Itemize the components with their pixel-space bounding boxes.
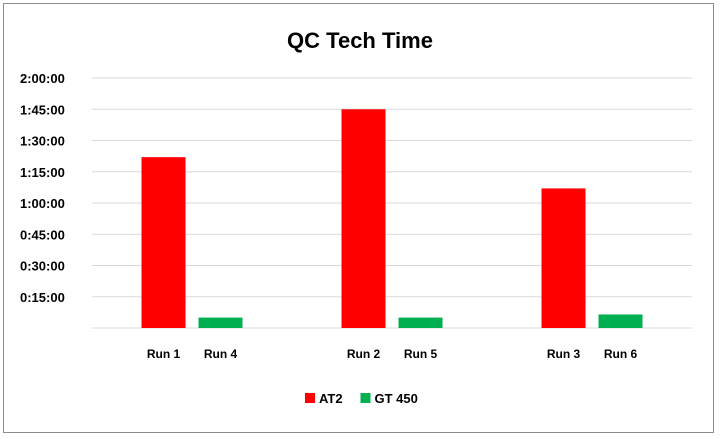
category-labels: Run 1 Run 4 Run 2 Run 5 Run 3 Run 6 — [147, 347, 638, 361]
gridlines — [92, 77, 692, 329]
x-category-label: Run 1 — [147, 347, 181, 361]
bar-run-4 — [198, 317, 243, 328]
chart-title: QC Tech Time — [287, 28, 433, 53]
legend-swatch — [305, 393, 315, 403]
x-category-label: Run 5 — [404, 347, 438, 361]
bar-run-6 — [598, 314, 643, 328]
legend: AT2 GT 450 — [305, 391, 418, 406]
legend-label: GT 450 — [375, 391, 418, 406]
y-tick-label: 1:45:00 — [20, 102, 65, 117]
x-category-label: Run 4 — [204, 347, 238, 361]
y-tick-label: 0:45:00 — [20, 227, 65, 242]
legend-swatch — [360, 393, 371, 403]
y-tick-label: 0:15:00 — [20, 290, 65, 305]
y-tick-label: 1:00:00 — [20, 196, 65, 211]
bar-run-3 — [541, 188, 586, 328]
bar-run-2 — [341, 109, 386, 328]
bar-run-1 — [141, 157, 186, 328]
y-axis-labels: 0:15:00 0:30:00 0:45:00 1:00:00 1:15:00 1:30:… — [20, 71, 65, 305]
x-category-label: Run 3 — [547, 347, 581, 361]
y-tick-label: 0:30:00 — [20, 259, 65, 274]
y-tick-label: 1:15:00 — [20, 165, 65, 180]
x-category-label: Run 6 — [604, 347, 638, 361]
y-tick-label: 2:00:00 — [20, 71, 65, 86]
x-category-label: Run 2 — [347, 347, 381, 361]
bars — [141, 109, 643, 328]
legend-label: AT2 — [319, 391, 343, 406]
bar-run-5 — [398, 317, 443, 328]
y-tick-label: 1:30:00 — [20, 134, 65, 149]
